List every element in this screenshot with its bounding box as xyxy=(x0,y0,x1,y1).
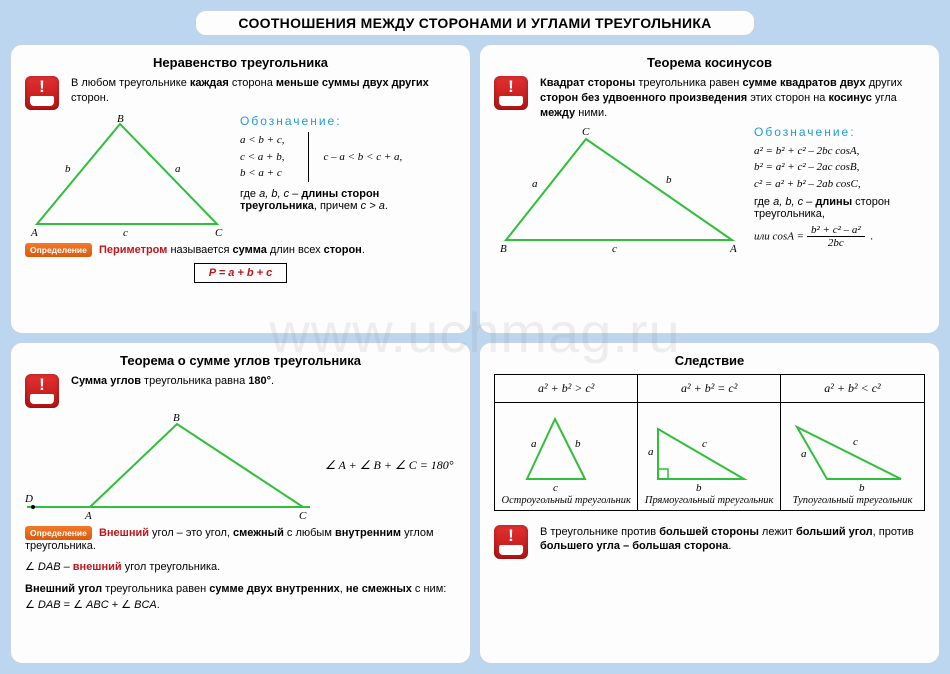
svg-text:b: b xyxy=(666,174,672,186)
svg-text:a: a xyxy=(801,448,807,460)
where-text: где a, b, c – длины сторон треугольника,… xyxy=(240,188,456,212)
svg-text:c: c xyxy=(553,482,558,493)
case-cond: a² + b² > c² xyxy=(495,374,638,402)
perimeter-formula: P = a + b + c xyxy=(194,263,288,283)
ineq-1: a < b + c, xyxy=(240,132,284,149)
svg-text:b: b xyxy=(696,482,702,493)
cos-f1: a² = b² + c² – 2bc cosA, xyxy=(754,143,925,160)
ext-dab: ∠ DAB – внешний угол треугольника. xyxy=(25,560,456,573)
definition-badge: Определение xyxy=(25,526,92,540)
svg-text:c: c xyxy=(612,243,617,253)
alert-icon xyxy=(25,76,59,110)
svg-text:B: B xyxy=(117,114,124,125)
alert-icon xyxy=(494,525,528,559)
content-grid: Неравенство треугольника В любом треугол… xyxy=(10,44,940,664)
notation-label: Обозначение: xyxy=(240,114,456,128)
where-text: где a, b, c – длины сторон треугольника, xyxy=(754,196,925,220)
svg-text:b: b xyxy=(859,482,865,493)
svg-text:a: a xyxy=(532,178,538,190)
case-cond: a² + b² < c² xyxy=(780,374,924,402)
definition-badge: Определение xyxy=(25,243,92,257)
ineq-3: b < a + c xyxy=(240,165,284,182)
ineq-combined: c – a < b < c + a, xyxy=(323,151,402,163)
svg-text:A: A xyxy=(729,243,737,253)
svg-text:b: b xyxy=(65,163,71,175)
svg-text:c: c xyxy=(123,227,128,239)
svg-text:A: A xyxy=(84,510,92,520)
page-title: СООТНОШЕНИЯ МЕЖДУ СТОРОНАМИ И УГЛАМИ ТРЕ… xyxy=(195,10,755,36)
panel-title: Неравенство треугольника xyxy=(25,55,456,70)
lead-text: В любом треугольнике каждая сторона мень… xyxy=(71,76,456,106)
case-cond: a² + b² = c² xyxy=(638,374,781,402)
svg-text:C: C xyxy=(299,510,307,520)
cases-table: a² + b² > c² a² + b² = c² a² + b² < c² a… xyxy=(494,374,925,511)
case-cell-obtuse: acb Тупоугольный треугольник xyxy=(780,402,924,510)
svg-text:D: D xyxy=(25,493,33,505)
angle-sum-eq: ∠ A + ∠ B + ∠ C = 180° xyxy=(325,458,456,473)
corollary-footer: В треугольнике против большей стороны ле… xyxy=(540,525,925,555)
svg-text:B: B xyxy=(173,412,180,424)
triangle-diagram: B C A a b c xyxy=(494,125,744,253)
triangle-ext-diagram: D A B C xyxy=(25,412,315,520)
panel-corollary: Следствие a² + b² > c² a² + b² = c² a² +… xyxy=(479,342,940,665)
panel-title: Теорема о сумме углов треугольника xyxy=(25,353,456,368)
alert-icon xyxy=(494,76,528,110)
panel-triangle-inequality: Неравенство треугольника В любом треугол… xyxy=(10,44,471,334)
case-cell-right: acb Прямоугольный треугольник xyxy=(638,402,781,510)
panel-cosine-theorem: Теорема косинусов Квадрат стороны треуго… xyxy=(479,44,940,334)
ineq-2: c < a + b, xyxy=(240,149,284,166)
svg-text:b: b xyxy=(575,438,581,450)
svg-text:c: c xyxy=(853,436,858,448)
svg-text:C: C xyxy=(582,126,590,138)
panel-title: Следствие xyxy=(494,353,925,368)
svg-text:a: a xyxy=(648,446,654,458)
alert-icon xyxy=(25,374,59,408)
svg-text:A: A xyxy=(30,227,38,239)
svg-text:a: a xyxy=(175,163,181,175)
svg-text:B: B xyxy=(500,243,507,253)
triangle-diagram: A B C b a c xyxy=(25,114,230,239)
lead-text: Квадрат стороны треугольника равен сумме… xyxy=(540,76,925,121)
lead-text: Сумма углов треугольника равна 180°. xyxy=(71,374,274,389)
cos-f2: b² = a² + c² – 2ac cosB, xyxy=(754,159,925,176)
panel-angle-sum: Теорема о сумме углов треугольника Сумма… xyxy=(10,342,471,665)
cos-f3: c² = a² + b² – 2ab cosC, xyxy=(754,176,925,193)
ext-sum: Внешний угол треугольника равен сумме дв… xyxy=(25,581,456,614)
cos-fraction: или cosA = b² + c² – a² 2bc . xyxy=(754,224,925,249)
svg-text:c: c xyxy=(702,438,707,450)
perimeter-def: Периметром называется сумма длин всех ст… xyxy=(99,244,365,256)
svg-text:C: C xyxy=(215,227,223,239)
notation-label: Обозначение: xyxy=(754,125,925,139)
svg-text:a: a xyxy=(531,438,537,450)
case-cell-acute: abc Остроугольный треугольник xyxy=(495,402,638,510)
panel-title: Теорема косинусов xyxy=(494,55,925,70)
